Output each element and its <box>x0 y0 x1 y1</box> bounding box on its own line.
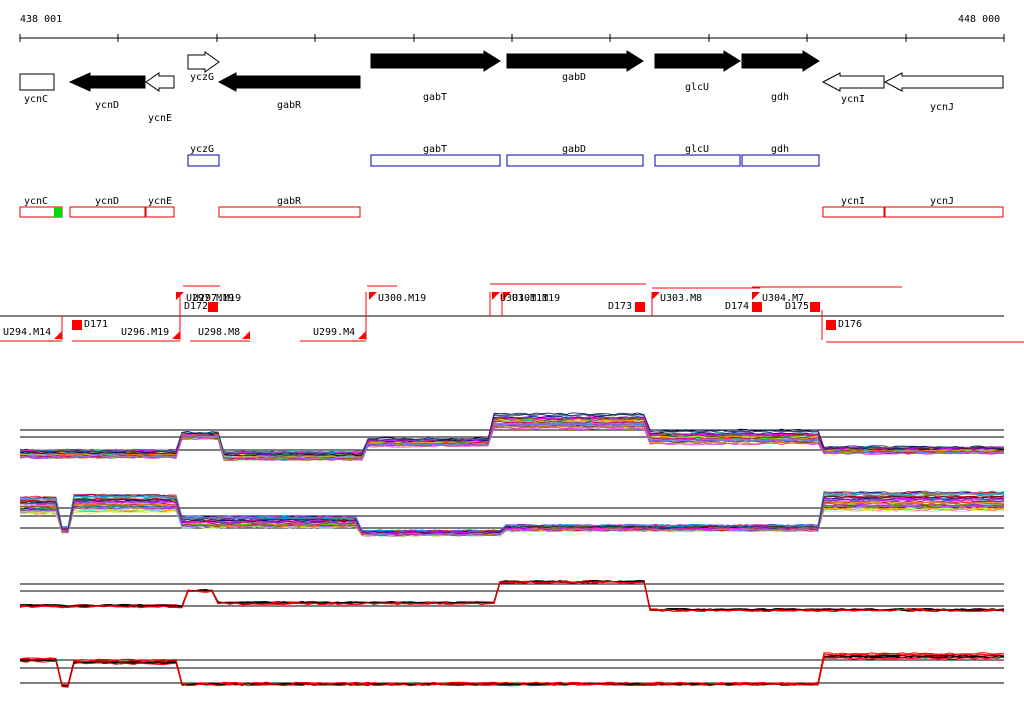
profile-trace <box>19 492 1005 533</box>
segment-label: U301.M11 <box>500 293 548 304</box>
profile-lines <box>19 652 1005 688</box>
profile-lines <box>19 579 1005 613</box>
segment-label: U297.M19 <box>193 293 241 304</box>
box-label: ycnE <box>148 196 172 207</box>
axis-start-label: 438 001 <box>20 14 62 25</box>
box-label: gdh <box>771 144 789 155</box>
segment-markers <box>54 292 836 339</box>
profile-trace <box>19 416 1005 455</box>
forward-box-gabT[interactable]: gabT <box>370 144 501 167</box>
segment-label: U301.M19 <box>512 293 560 304</box>
reverse-box-ycnJ[interactable]: ycnJ <box>884 196 1004 218</box>
segment-label: U304.M7 <box>762 293 804 304</box>
profile-trace <box>19 656 1005 688</box>
segment-label: U300.M19 <box>378 293 426 304</box>
expression-panel-2 <box>19 490 1005 537</box>
profile-trace <box>19 508 1005 537</box>
gene-ycnJ[interactable]: ycnJ <box>883 72 1004 113</box>
segment-label: U298.M8 <box>198 327 240 338</box>
profile-trace <box>19 653 1005 686</box>
segment-labels: U297.M19 D172 U297.M19 U300.M19 U301.M11… <box>3 293 862 338</box>
gene-ycnI[interactable]: ycnI <box>821 72 885 105</box>
profile-trace <box>19 497 1005 535</box>
box-label: ycnD <box>95 196 119 207</box>
segmentation-track: U297.M19 D172 U297.M19 U300.M19 U301.M11… <box>0 283 1024 343</box>
segment-label: U294.M14 <box>3 327 51 338</box>
segment-label: D172 <box>184 301 208 312</box>
segment-label: U303.M8 <box>660 293 702 304</box>
gene-label: gabR <box>277 100 302 111</box>
gene-label: ycnI <box>841 94 865 105</box>
segment-label: D173 <box>608 301 632 312</box>
gene-label: gdh <box>771 92 789 103</box>
box-label: glcU <box>685 144 709 155</box>
reverse-box-ycnC[interactable]: ycnC <box>19 196 63 218</box>
segment-label: D174 <box>725 301 749 312</box>
segment-label: U299.M4 <box>313 327 355 338</box>
profile-trace <box>19 420 1005 460</box>
gene-label: ycnD <box>95 100 119 111</box>
box-label: gabD <box>562 144 586 155</box>
gene-gabT[interactable]: gabT <box>370 50 501 103</box>
gene-ycnE[interactable]: ycnE <box>145 72 175 124</box>
expression-panel-3 <box>19 579 1005 613</box>
axis-end-label: 448 000 <box>958 14 1000 25</box>
gene-label: glcU <box>685 82 709 93</box>
segment-label: U296.M19 <box>121 327 169 338</box>
segment-label: D176 <box>838 319 862 330</box>
box-label: ycnC <box>24 196 48 207</box>
forward-box-gabD[interactable]: gabD <box>506 144 644 167</box>
profile-trace <box>19 492 1005 533</box>
reverse-box-ycnD[interactable]: ycnD <box>69 196 146 218</box>
gene-label: gabD <box>562 72 586 83</box>
coordinate-axis: 438 001 448 000 <box>19 14 1005 42</box>
gene-glcU[interactable]: glcU <box>654 50 741 93</box>
forward-box-track: yczG gabT gabD glcU gdh <box>187 144 820 167</box>
reverse-box-ycnI[interactable]: ycnI <box>822 196 885 218</box>
expression-panel-1 <box>19 412 1005 462</box>
gene-label: yczG <box>190 72 214 83</box>
segment-label: D171 <box>84 319 108 330</box>
forward-box-yczG[interactable]: yczG <box>187 144 220 167</box>
profile-lines <box>19 412 1005 462</box>
gene-label: ycnC <box>24 94 48 105</box>
profile-trace <box>19 580 1005 613</box>
box-label: yczG <box>190 144 214 155</box>
profile-trace <box>19 509 1005 537</box>
expression-panel-4 <box>19 652 1005 688</box>
reverse-box-track: ycnC ycnD ycnE gabR ycnI ycnJ <box>19 196 1004 218</box>
gene-label: ycnJ <box>930 102 954 113</box>
profile-trace <box>19 505 1005 537</box>
gene-yczG[interactable]: yczG <box>187 51 220 83</box>
segment-label: D175 <box>785 301 809 312</box>
gene-track: ycnC ycnD ycnE yczG gabR gabT gabD glcU <box>19 50 1004 124</box>
box-label: gabR <box>277 196 302 207</box>
gene-gabR[interactable]: gabR <box>217 72 361 111</box>
profile-trace <box>19 652 1005 686</box>
gene-gabD[interactable]: gabD <box>506 50 644 83</box>
gene-label: ycnE <box>148 113 172 124</box>
gene-ycnD[interactable]: ycnD <box>68 72 146 111</box>
reverse-box-ycnE[interactable]: ycnE <box>145 196 175 218</box>
gene-label: gabT <box>423 92 447 103</box>
gene-gdh[interactable]: gdh <box>741 50 820 103</box>
segment-label: U297.M19 <box>186 293 234 304</box>
profile-trace <box>19 495 1005 534</box>
box-label: ycnI <box>841 196 865 207</box>
profile-trace <box>19 422 1005 460</box>
box-label: gabT <box>423 144 447 155</box>
forward-box-gdh[interactable]: gdh <box>741 144 820 167</box>
profile-lines <box>19 490 1005 537</box>
highlight-marker <box>54 207 62 217</box>
box-label: ycnJ <box>930 196 954 207</box>
forward-box-glcU[interactable]: glcU <box>654 144 741 167</box>
reverse-box-gabR[interactable]: gabR <box>218 196 361 218</box>
profile-trace <box>19 413 1005 455</box>
gene-ycnC[interactable]: ycnC <box>19 73 55 105</box>
